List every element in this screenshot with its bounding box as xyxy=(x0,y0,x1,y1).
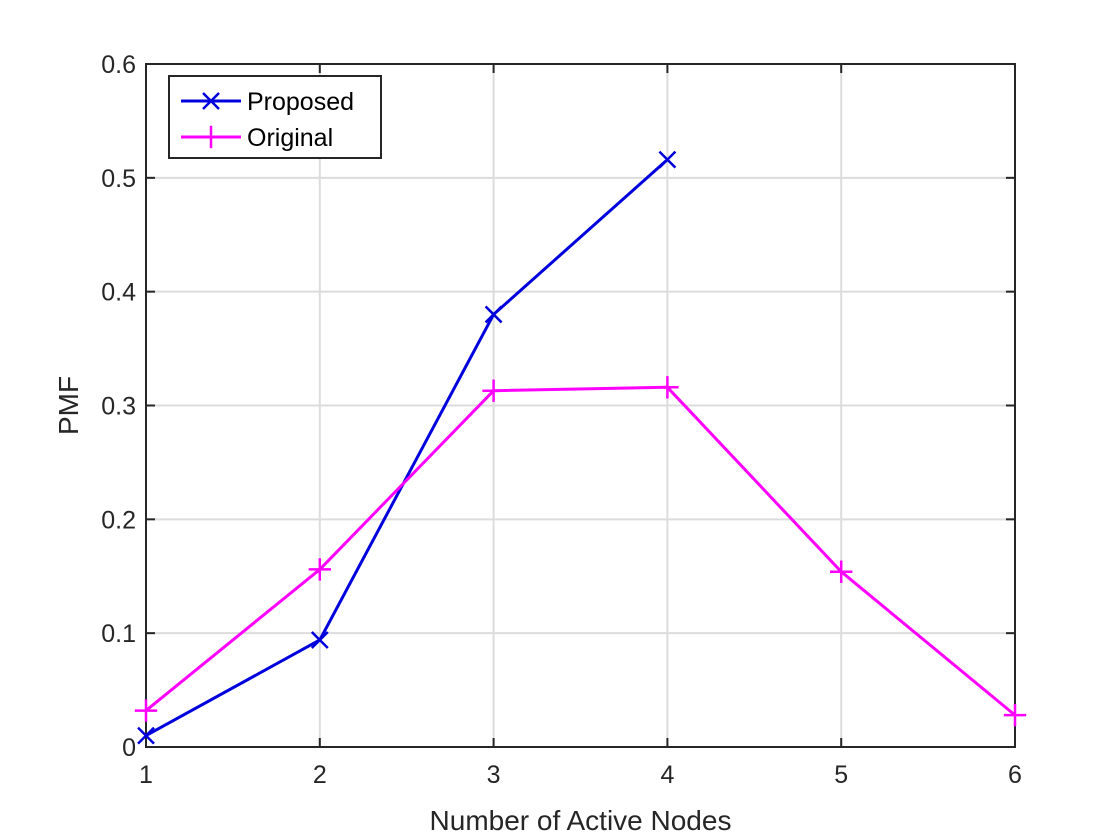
legend-entry-original: Original xyxy=(181,124,333,152)
x-tick-label: 2 xyxy=(313,761,327,789)
y-tick-label: 0.1 xyxy=(101,620,136,648)
series-layer xyxy=(134,150,1027,745)
data-point-proposed xyxy=(137,726,155,745)
x-tick-label: 5 xyxy=(834,761,848,789)
y-tick-label: 0.3 xyxy=(101,393,136,421)
x-tick-label: 3 xyxy=(487,761,501,789)
legend-entry-proposed: Proposed xyxy=(181,88,354,116)
x-tick-label: 1 xyxy=(139,761,153,789)
legend-box xyxy=(168,75,382,159)
series-line-proposed xyxy=(145,158,669,737)
data-point-original xyxy=(482,379,505,402)
series-line-original xyxy=(145,385,1016,717)
legend: Proposed Original xyxy=(168,75,382,159)
data-point-original xyxy=(830,560,853,583)
y-tick-label: 0 xyxy=(122,734,136,762)
data-point-original xyxy=(656,376,679,399)
data-point-original xyxy=(1003,703,1027,727)
grid-lines xyxy=(145,63,1016,748)
x-tick-label: 4 xyxy=(660,761,674,789)
axes-box xyxy=(145,63,1016,748)
x-tick-label: 6 xyxy=(1008,761,1022,789)
legend-label: Original xyxy=(247,124,333,152)
legend-marker xyxy=(202,92,220,110)
data-point-proposed xyxy=(658,150,677,169)
legend-marker xyxy=(199,125,223,149)
tick-labels: 1 2 3 4 5 6 0 0.1 0.2 0.3 0.4 0.5 0.6 xyxy=(101,51,1022,789)
y-tick-label: 0.4 xyxy=(101,279,136,307)
legend-label: Proposed xyxy=(247,88,354,116)
y-axis-label: PMF xyxy=(53,376,84,435)
data-point-original xyxy=(134,699,158,722)
y-tick-label: 0.2 xyxy=(101,506,136,534)
y-tick-label: 0.5 xyxy=(101,165,136,193)
data-point-proposed xyxy=(310,631,329,649)
data-point-original xyxy=(308,558,331,581)
data-point-proposed xyxy=(484,305,503,324)
axes xyxy=(145,63,1016,748)
y-tick-label: 0.6 xyxy=(101,51,136,79)
x-axis-label: Number of Active Nodes xyxy=(430,805,732,836)
